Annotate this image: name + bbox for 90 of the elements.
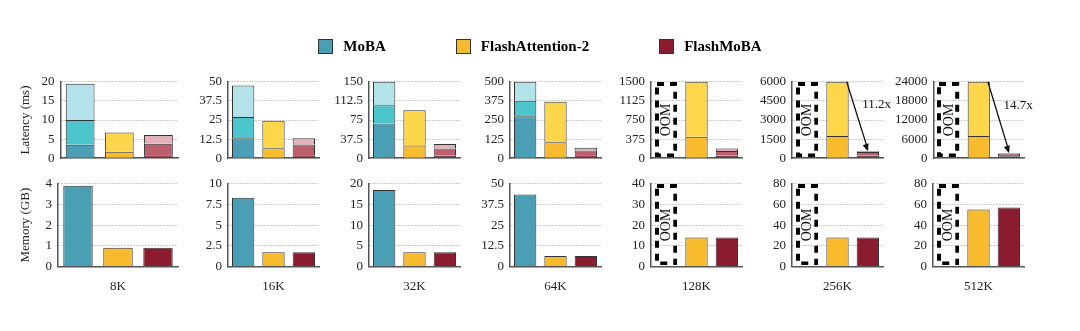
y-tick-label: 0	[215, 149, 222, 165]
y-tick-label: 0	[356, 257, 363, 273]
y-tick-label: 125	[484, 130, 504, 146]
y-tick-label: 0	[638, 257, 645, 273]
y-tick-label: 60	[773, 195, 786, 211]
y-tick-label: 10	[209, 175, 222, 191]
y-tick-label: 4	[45, 175, 53, 191]
y-tick-label: 150	[343, 73, 363, 89]
y-tick-label: 5	[215, 216, 222, 232]
y-tick-label: 0	[497, 257, 504, 273]
y-tick-label: 12.5	[199, 130, 222, 146]
y-tick-label: 10	[632, 237, 645, 253]
y-tick-label: 15	[41, 92, 55, 108]
y-tick-label: 12000	[895, 111, 928, 127]
y-tick-label: 7.5	[205, 195, 222, 211]
y-tick-label: 0	[45, 257, 52, 273]
y-tick-label: 37.5	[481, 195, 504, 211]
y-tick-label: 0	[779, 149, 786, 165]
legend-label: FlashMoBA	[684, 38, 762, 55]
y-tick-label: 24000	[895, 73, 928, 89]
y-tick-label: 4500	[760, 92, 786, 108]
annotation: 14.7x	[1003, 96, 1034, 112]
y-tick-label: 20	[350, 175, 363, 191]
y-tick-label: 1500	[760, 130, 786, 146]
y-tick-label: 0	[356, 149, 363, 165]
y-tick-label: 50	[209, 73, 222, 89]
y-tick-label: 750	[625, 111, 645, 127]
annotation: 11.2x	[862, 95, 892, 111]
y-tick-label: 40	[914, 216, 927, 232]
y-tick-label: 0	[215, 257, 222, 273]
y-axis-title: Latency (ms)	[17, 85, 33, 155]
y-tick-label: 80	[914, 175, 927, 191]
y-tick-label: 20	[632, 216, 645, 232]
y-tick-label: 6000	[901, 130, 928, 146]
y-tick-label: 112.5	[334, 92, 363, 108]
y-tick-label: 75	[350, 111, 363, 127]
y-tick-label: 375	[625, 130, 645, 146]
y-tick-label: 250	[484, 111, 504, 127]
annotation: OOM	[658, 208, 675, 242]
annotation: OOM	[799, 103, 816, 137]
y-tick-label: 37.5	[340, 130, 363, 146]
y-tick-label: 2	[45, 216, 52, 232]
x-axis-title: 16K	[262, 277, 286, 293]
y-tick-label: 10	[350, 216, 363, 232]
x-axis-title: 512K	[964, 277, 994, 293]
y-tick-label: 0	[921, 149, 928, 165]
y-tick-label: 6000	[760, 73, 786, 89]
annotation: OOM	[940, 103, 957, 137]
y-tick-label: 5	[48, 130, 55, 146]
y-tick-label: 18000	[895, 92, 928, 108]
y-tick-label: 1125	[619, 92, 645, 108]
y-tick-label: 0	[920, 257, 927, 273]
y-axis-title: Memory (GB)	[17, 187, 33, 263]
y-tick-label: 375	[484, 92, 504, 108]
x-axis-title: 32K	[403, 277, 427, 293]
y-tick-label: 3000	[760, 111, 786, 127]
y-tick-label: 12.5	[481, 237, 504, 253]
y-tick-label: 10	[41, 111, 55, 127]
y-tick-label: 0	[638, 149, 645, 165]
y-tick-label: 3	[45, 195, 52, 211]
y-tick-label: 50	[491, 175, 504, 191]
y-tick-label: 30	[632, 195, 645, 211]
y-tick-label: 500	[484, 73, 504, 89]
x-axis-title: 128K	[682, 277, 712, 293]
y-tick-label: 5	[356, 237, 363, 253]
annotation: OOM	[940, 208, 957, 242]
annotation: OOM	[658, 103, 675, 137]
y-tick-label: 0	[497, 149, 504, 165]
y-tick-label: 25	[491, 216, 504, 232]
y-tick-label: 0	[48, 149, 55, 165]
y-tick-label: 2.5	[205, 237, 222, 253]
y-tick-label: 1500	[619, 73, 645, 89]
y-tick-label: 37.5	[199, 92, 222, 108]
y-tick-label: 0	[779, 257, 786, 273]
y-tick-label: 20	[914, 237, 927, 253]
y-tick-label: 1	[45, 237, 52, 253]
y-tick-label: 40	[773, 216, 786, 232]
y-tick-label: 25	[209, 111, 222, 127]
x-axis-title: 256K	[823, 277, 853, 293]
legend-label: FlashAttention-2	[480, 38, 590, 55]
y-tick-label: 80	[773, 175, 786, 191]
y-tick-label: 20	[41, 73, 55, 89]
y-tick-label: 20	[773, 237, 786, 253]
y-tick-label: 60	[914, 195, 927, 211]
y-tick-label: 15	[350, 195, 363, 211]
legend-label: MoBA	[343, 38, 386, 55]
x-axis-title: 64K	[544, 277, 568, 293]
annotation: OOM	[799, 208, 816, 242]
x-axis-title: 8K	[110, 277, 127, 293]
y-tick-label: 40	[632, 175, 645, 191]
